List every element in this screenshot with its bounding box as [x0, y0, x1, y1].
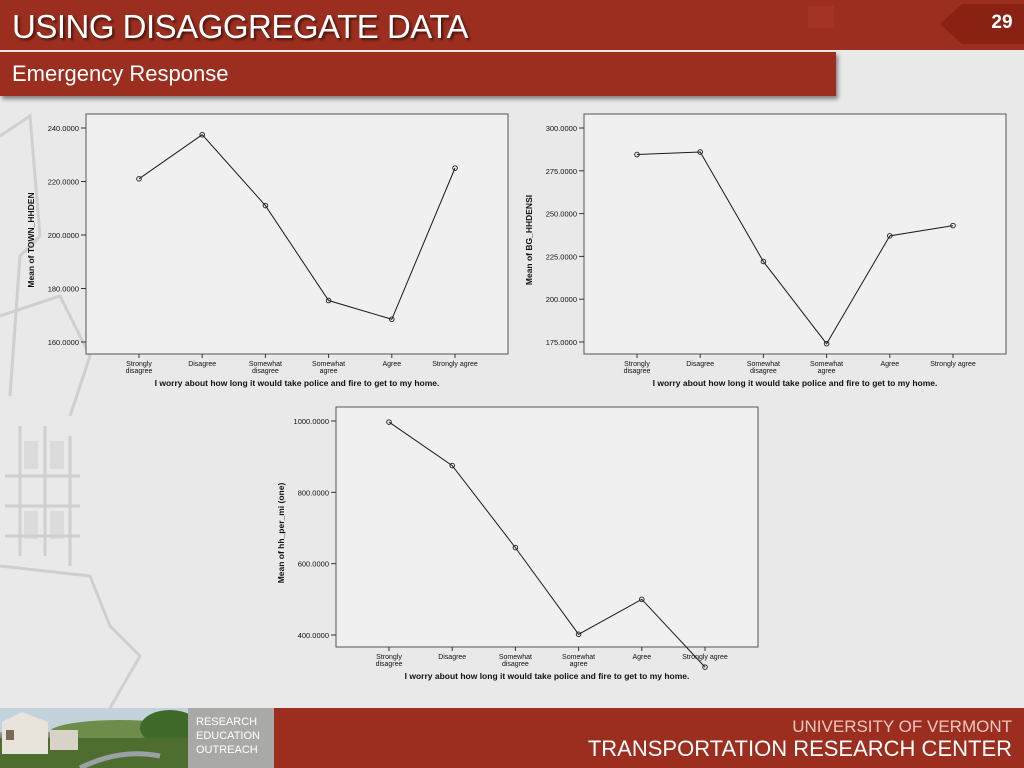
header-decoration — [808, 6, 834, 28]
bg-hhdensi-line-chart: 175.0000 200.0000 225.0000 250.0000 275.0000… — [524, 113, 1007, 388]
y-tick-label: 180.0000 — [48, 285, 79, 294]
x-tick-label: Strongly disagree — [376, 654, 403, 668]
slide-title: USING DISAGGREGATE DATA — [12, 8, 469, 45]
y-axis-label: Mean of TOWN_HHDEN — [26, 192, 36, 287]
data-point — [386, 419, 392, 425]
data-point — [702, 664, 708, 670]
footer-tagline-research: RESEARCH — [196, 716, 258, 728]
x-axis-label: I worry about how long it would take pol… — [155, 378, 440, 388]
data-point — [887, 233, 893, 239]
data-point — [199, 131, 205, 138]
x-tick-label: Strongly disagree — [624, 361, 651, 375]
x-tick-label: Strongly agree — [930, 361, 976, 368]
x-axis-label: I worry about how long it would take pol… — [405, 671, 690, 681]
x-tick-label: Strongly agree — [682, 654, 728, 661]
series-line — [388, 421, 706, 668]
x-tick-label: Somewhat disagree — [249, 361, 282, 375]
y-tick-label: 1000.0000 — [294, 417, 329, 426]
data-point — [512, 544, 519, 551]
y-tick-label: 275.0000 — [546, 167, 577, 176]
x-tick-label: Somewhat disagree — [499, 654, 532, 668]
footer-tagline-education: EDUCATION — [196, 730, 260, 742]
y-tick-label: 160.0000 — [48, 338, 79, 347]
y-tick-label: 600.0000 — [298, 560, 329, 569]
x-tick-label: Somewhat agree — [562, 654, 595, 668]
x-tick-label: Agree — [880, 361, 899, 368]
town-hhden-line-chart: 160.0000 180.0000 200.0000 220.0000 240.0000… — [26, 113, 509, 388]
data-point — [823, 340, 830, 347]
y-tick-label: 250.0000 — [546, 210, 577, 219]
farm-landscape-photo — [0, 708, 188, 768]
y-tick-label: 240.0000 — [48, 124, 79, 133]
x-tick-label: Somewhat agree — [312, 361, 345, 375]
x-tick-label: Agree — [382, 361, 401, 368]
slide-header: USING DISAGGREGATE DATA 29 — [0, 0, 1024, 50]
data-point — [575, 631, 582, 638]
data-point — [262, 202, 269, 209]
x-axis-label: I worry about how long it would take pol… — [653, 378, 938, 388]
x-tick-label: Disagree — [686, 361, 714, 368]
y-tick-label: 800.0000 — [298, 488, 329, 497]
footer-tagline-outreach: OUTREACH — [196, 744, 258, 756]
data-point — [697, 149, 703, 155]
x-tick-label: Strongly agree — [432, 361, 478, 368]
y-tick-label: 300.0000 — [546, 124, 577, 133]
plot-area — [583, 113, 1007, 355]
y-tick-label: 200.0000 — [546, 295, 577, 304]
slide-footer: RESEARCH EDUCATION OUTREACH UNIVERSITY O… — [0, 708, 1024, 768]
series-line — [138, 134, 456, 320]
data-point — [452, 165, 458, 171]
x-tick-label: Strongly disagree — [126, 361, 153, 375]
footer-tagline-box: RESEARCH EDUCATION OUTREACH — [188, 708, 274, 768]
y-axis-label: Mean of hh_per_mi (one) — [276, 483, 286, 584]
y-axis-label: Mean of BG_HHDENSI — [524, 195, 534, 285]
x-tick-label: Somewhat disagree — [747, 361, 780, 375]
x-tick-label: Somewhat agree — [810, 361, 843, 375]
x-tick-label: Disagree — [438, 654, 466, 661]
data-point — [325, 297, 332, 304]
data-point — [639, 596, 645, 603]
x-tick-label: Disagree — [188, 361, 216, 368]
university-name: UNIVERSITY OF VERMONT — [792, 717, 1012, 736]
y-tick-label: 200.0000 — [48, 231, 79, 240]
slide-subtitle: Emergency Response — [12, 61, 229, 86]
data-point — [634, 151, 640, 158]
data-point — [136, 176, 142, 182]
hh-per-mi-line-chart: 400.0000 600.0000 800.0000 1000.0000 Strongl… — [276, 406, 759, 681]
research-center-name: TRANSPORTATION RESEARCH CENTER — [587, 736, 1012, 761]
data-point — [389, 316, 395, 323]
plot-area — [85, 113, 509, 355]
data-point — [449, 462, 455, 469]
slide-subheader: Emergency Response — [0, 52, 836, 96]
page-number: 29 — [991, 12, 1013, 33]
y-tick-label: 175.0000 — [546, 338, 577, 347]
x-tick-label: Agree — [632, 654, 651, 661]
y-tick-label: 400.0000 — [298, 631, 329, 640]
series-line — [636, 151, 954, 345]
plot-area — [335, 406, 759, 648]
data-point — [760, 258, 767, 265]
data-point — [950, 222, 956, 229]
y-tick-label: 220.0000 — [48, 178, 79, 187]
y-tick-label: 225.0000 — [546, 252, 577, 261]
building-background-illustration — [0, 113, 142, 708]
